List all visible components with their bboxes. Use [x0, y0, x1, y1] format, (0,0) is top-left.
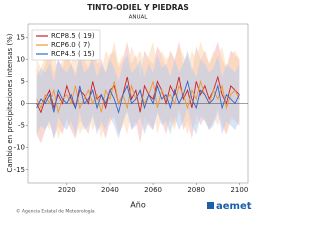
chart: TINTO-ODIEL Y PIEDRAS ANUAL Cambio en pr… [6, 3, 252, 215]
y-tick-label: 0 [21, 100, 25, 108]
chart-subtitle: ANUAL [129, 15, 149, 21]
legend-label: RCP6.0 [51, 41, 76, 49]
legend-label: RCP8.5 [51, 32, 76, 40]
x-tick-label: 2040 [101, 186, 119, 194]
y-tick-label: 5 [21, 77, 25, 85]
y-tick-label: 15 [16, 33, 25, 41]
x-tick-label: 2020 [58, 186, 76, 194]
legend-count: ( 15) [78, 50, 95, 58]
x-axis-label: Año [130, 201, 146, 210]
series-line [36, 79, 240, 114]
footer-logo: aemet [216, 201, 252, 212]
y-tick-label: -15 [14, 166, 25, 174]
legend-count: ( 7) [78, 41, 90, 49]
x-tick-label: 2060 [144, 186, 162, 194]
page: {"chart_data": {"type": "line", "title":… [6, 3, 252, 215]
legend-count: ( 19) [78, 32, 95, 40]
legend-label: RCP4.5 [51, 50, 76, 58]
logo-icon [207, 202, 214, 209]
y-tick-label: -5 [18, 122, 25, 130]
chart-title: TINTO-ODIEL Y PIEDRAS [87, 3, 189, 12]
y-tick-label: 10 [16, 55, 25, 63]
x-tick-label: 2080 [187, 186, 205, 194]
x-tick-label: 2100 [230, 186, 248, 194]
y-tick-label: -10 [14, 144, 25, 152]
footer-source: © Agencia Estatal de Meteorología [16, 208, 95, 215]
y-axis-label: Cambio en precipitaciones intensas (%) [6, 33, 14, 172]
